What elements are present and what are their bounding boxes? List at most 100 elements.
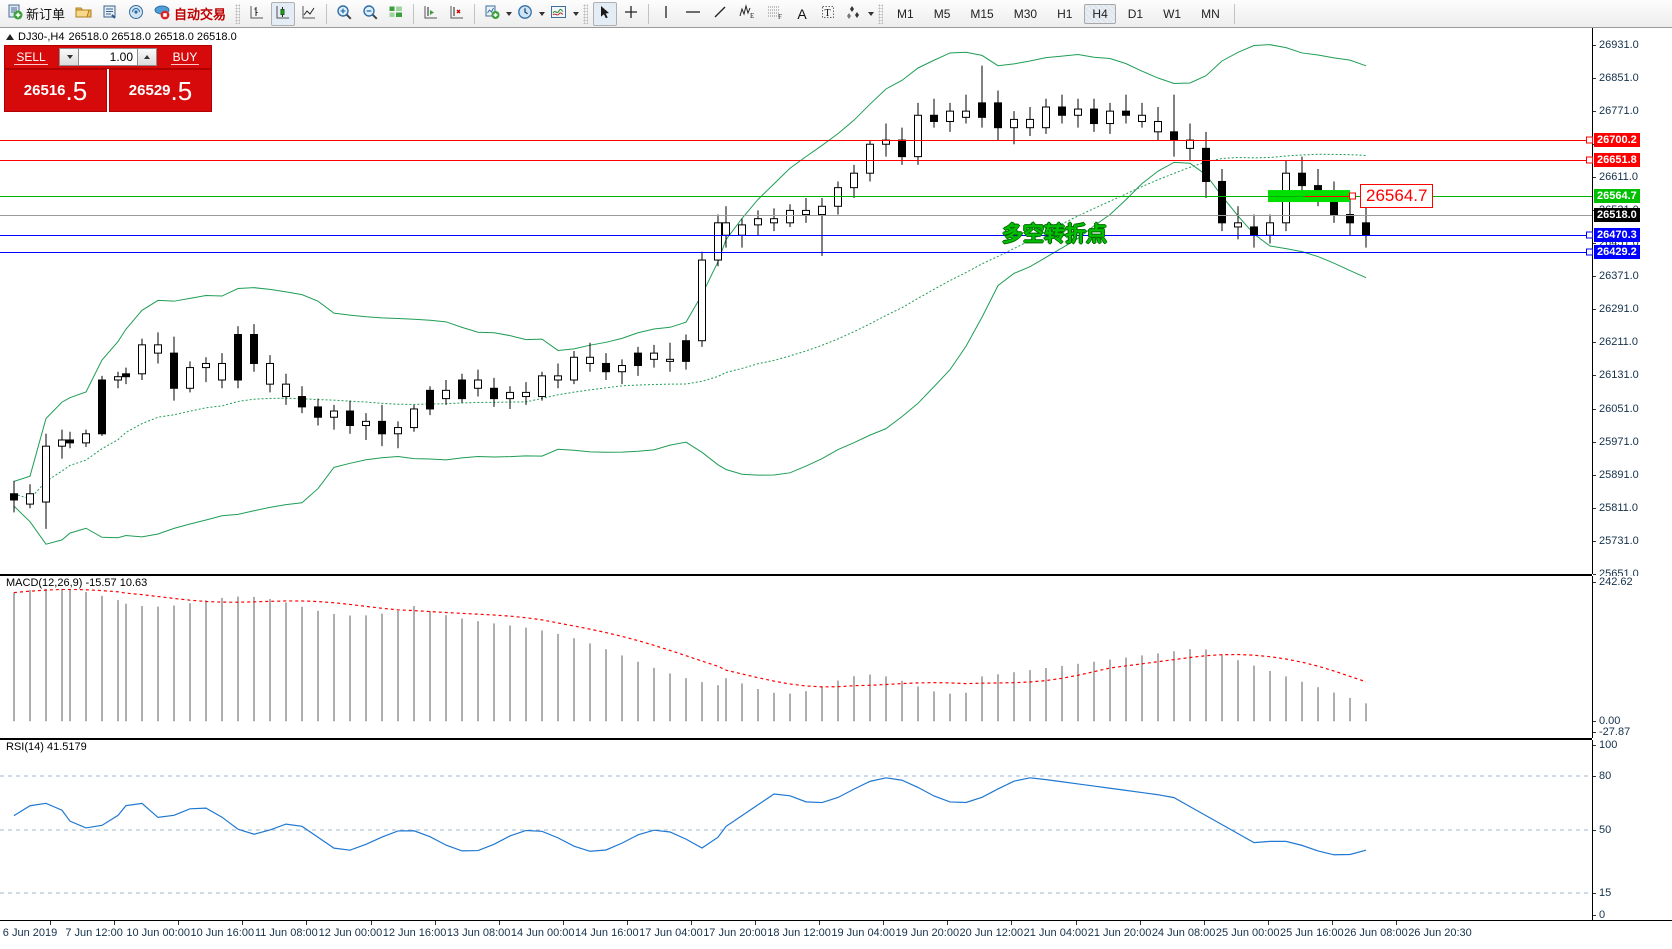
horizontal-line-tool[interactable] (680, 2, 706, 26)
shapes-dropdown-caret[interactable] (868, 11, 875, 16)
period-button[interactable] (513, 2, 537, 26)
timeframe-h4[interactable]: H4 (1084, 3, 1116, 24)
macd-tick-label: -27.87 (1593, 726, 1630, 738)
volume-increment-button[interactable] (137, 48, 157, 66)
chart-annotation-text[interactable]: 多空转折点 (1002, 223, 1107, 246)
chart-area[interactable]: DJ30-,H4 26518.0 26518.0 26518.0 26518.0… (0, 28, 1672, 949)
timeframe-h1[interactable]: H1 (1057, 6, 1073, 21)
timeframe-m30[interactable]: M30 (1013, 6, 1038, 21)
price-tick-label: 26771.0 (1593, 105, 1639, 117)
add-indicator-dropdown-caret[interactable] (506, 11, 513, 16)
price-level-badge[interactable]: 26518.0 (1594, 208, 1640, 223)
macd-axis[interactable]: 242.62 0.00 -27.87 (1592, 576, 1672, 738)
timeframe-m5[interactable]: M5 (933, 6, 951, 21)
level-line-blue[interactable] (0, 235, 1592, 237)
price-pane[interactable] (0, 28, 1592, 574)
svg-text:T: T (825, 8, 831, 19)
rsi-pane-divider (0, 738, 1592, 740)
volume-control[interactable]: 1.00 (57, 46, 159, 68)
rsi-pane[interactable] (0, 740, 1592, 920)
shapes-tool[interactable] (842, 2, 866, 26)
price-level-badge[interactable]: 26651.8 (1594, 153, 1640, 168)
period-dropdown-caret[interactable] (539, 11, 546, 16)
rsi-tick-label: 50 (1593, 824, 1611, 836)
folder-button[interactable] (71, 2, 96, 26)
price-tick-label: 26611.0 (1593, 171, 1638, 183)
toolbar-grip-1[interactable] (235, 3, 241, 24)
sell-button-label: SELL (14, 49, 48, 65)
line-chart-button[interactable] (297, 2, 321, 26)
fibonacci-tool[interactable]: F (762, 2, 788, 26)
tile-windows-button[interactable] (384, 2, 408, 26)
time-tick-label: 6 Jun 2019 (2, 927, 58, 939)
toolbar-grip-2[interactable] (583, 3, 589, 24)
signal-button[interactable] (124, 2, 148, 26)
vertical-line-tool[interactable] (654, 2, 678, 26)
level-line-red[interactable] (0, 140, 1592, 141)
templates-button[interactable] (546, 2, 571, 26)
price-level-badge[interactable]: 26700.2 (1594, 133, 1640, 147)
bar-chart-button[interactable] (245, 2, 269, 26)
terminal-button[interactable] (98, 2, 122, 26)
auto-scroll-button[interactable] (445, 2, 469, 26)
zoom-out-button[interactable] (358, 2, 382, 26)
toolbar-grip-3[interactable] (878, 3, 884, 24)
level-line-handle[interactable] (1586, 248, 1593, 256)
text-label-tool[interactable]: T (816, 2, 840, 26)
buy-price-decimal: .5 (170, 75, 193, 106)
chart-shift-button[interactable] (419, 2, 443, 26)
level-line-gray[interactable] (0, 215, 1592, 217)
candlestick-chart-button[interactable] (271, 1, 296, 26)
level-line-handle[interactable] (1586, 136, 1593, 144)
autotrading-button[interactable]: 自动交易 (150, 2, 230, 26)
macd-pane[interactable] (0, 576, 1592, 738)
cursor-tool[interactable] (593, 1, 618, 26)
zoom-in-button[interactable] (332, 2, 356, 26)
one-click-trading-panel[interactable]: SELL 1.00 BUY 26516 .5 26529 (4, 45, 212, 112)
time-tick-label: 13 Jun 08:00 (446, 927, 511, 939)
autotrading-icon (154, 4, 171, 23)
rsi-axis[interactable]: 100 80 50 15 0 (1592, 739, 1672, 921)
level-line-green[interactable] (0, 196, 1592, 198)
volume-dropdown-button[interactable] (59, 48, 79, 66)
horizontal-line-icon (684, 4, 702, 23)
timeframe-m1[interactable]: M1 (897, 6, 914, 21)
elliott-wave-tool[interactable]: E (734, 2, 760, 26)
collapse-triangle-icon[interactable] (6, 34, 14, 40)
chart-ohlc-values: 26518.0 26518.0 26518.0 26518.0 (68, 31, 237, 43)
volume-input[interactable]: 1.00 (79, 48, 137, 66)
price-level-badge[interactable]: 26470.3 (1594, 228, 1640, 243)
crosshair-tool[interactable] (619, 2, 643, 26)
time-tick-label: 20 Jun 12:00 (959, 927, 1024, 939)
new-order-label: 新订单 (26, 7, 66, 22)
text-label-icon: T (820, 4, 836, 23)
level-line-handle[interactable] (1586, 156, 1593, 164)
price-axis[interactable]: 26931.026851.026771.026691.026611.026531… (1592, 28, 1672, 580)
timeframe-w1[interactable]: W1 (1163, 6, 1182, 21)
price-level-badge[interactable]: 26564.7 (1594, 189, 1640, 204)
sell-price-cell[interactable]: 26516 .5 (4, 69, 107, 112)
trendline-tool[interactable] (708, 2, 732, 26)
chart-symbol-period: DJ30-,H4 (18, 31, 65, 43)
level-line-red[interactable] (0, 160, 1592, 162)
macd-label: MACD(12,26,9) -15.57 10.63 (4, 577, 150, 589)
timeframe-m15[interactable]: M15 (970, 6, 994, 21)
buy-price-cell[interactable]: 26529 .5 (109, 69, 212, 112)
timeframe-d1[interactable]: D1 (1127, 6, 1144, 21)
price-tick-label: 26211.0 (1593, 336, 1638, 348)
price-level-badge[interactable]: 26429.2 (1594, 245, 1640, 260)
level-line-blue[interactable] (0, 252, 1592, 254)
text-tool[interactable]: A (790, 2, 814, 26)
vertical-line-icon (658, 4, 674, 23)
time-tick-label: 21 Jun 20:00 (1087, 927, 1152, 939)
time-axis[interactable]: 6 Jun 2019 7 Jun 12:00 10 Jun 00:00 10 Jun … (0, 920, 1672, 946)
level-line-handle[interactable] (1586, 231, 1593, 239)
price-tag-label[interactable]: 26564.7 (1360, 184, 1434, 209)
add-indicator-button[interactable] (480, 2, 504, 26)
new-order-button[interactable]: 新订单 (3, 2, 69, 26)
buy-button[interactable]: BUY (159, 46, 211, 68)
sell-button[interactable]: SELL (5, 46, 57, 68)
templates-dropdown-caret[interactable] (573, 11, 580, 16)
timeframe-mn[interactable]: MN (1201, 6, 1220, 21)
time-tick-label: 14 Jun 16:00 (575, 927, 639, 939)
